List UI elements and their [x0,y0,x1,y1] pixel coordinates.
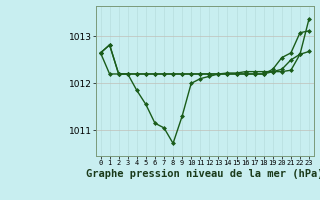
X-axis label: Graphe pression niveau de la mer (hPa): Graphe pression niveau de la mer (hPa) [86,169,320,179]
